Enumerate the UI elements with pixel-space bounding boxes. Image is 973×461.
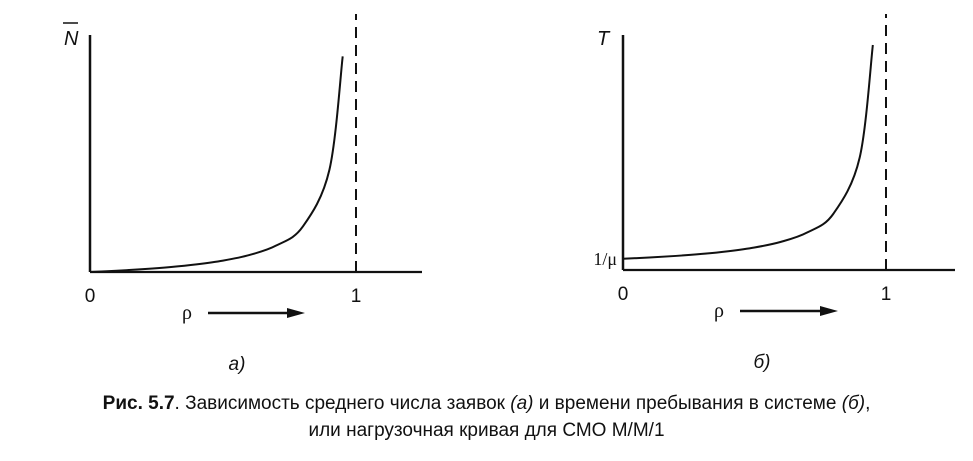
x-direction-arrow-head (287, 308, 305, 318)
figure: N0 1ρа) T1/μ0 1ρб) (63, 14, 955, 375)
caption-ref-a: (а) (510, 393, 534, 414)
caption-ref-b: (б) (841, 393, 866, 414)
caption-text-1: . Зависимость среднего числа заявок (174, 393, 511, 414)
panel-label: б) (753, 352, 770, 373)
figure-number: Рис. 5.7 (102, 393, 175, 414)
caption-text-3: , (865, 393, 871, 414)
figure-caption-line-1: Рис. 5.7. Зависимость среднего числа зая… (0, 393, 973, 415)
y-tick-label: 1/μ (593, 249, 617, 269)
panel-label: а) (229, 354, 246, 375)
chart-panel-b: T 1/μ0 1 ρ б) (593, 14, 955, 373)
x-tick-label-0: 0 (618, 284, 629, 305)
x-axis-label: ρ (714, 300, 724, 322)
figure-caption-line-2: или нагрузочная кривая для СМО М/М/1 (308, 420, 665, 441)
y-axis-label: N (64, 28, 79, 50)
x-axis-label: ρ (182, 302, 192, 324)
x-tick-label-1: 1 (351, 286, 362, 307)
series-curve (89, 56, 344, 273)
caption-text-2: и времени пребывания в системе (533, 393, 842, 414)
x-direction-arrow-head (820, 306, 838, 316)
y-axis-label: T (597, 28, 611, 50)
x-tick-label-1: 1 (881, 284, 892, 305)
series-curve (622, 44, 874, 260)
x-tick-label-0: 0 (85, 286, 96, 307)
chart-panel-a: N 0 1 ρ а) (63, 14, 422, 375)
